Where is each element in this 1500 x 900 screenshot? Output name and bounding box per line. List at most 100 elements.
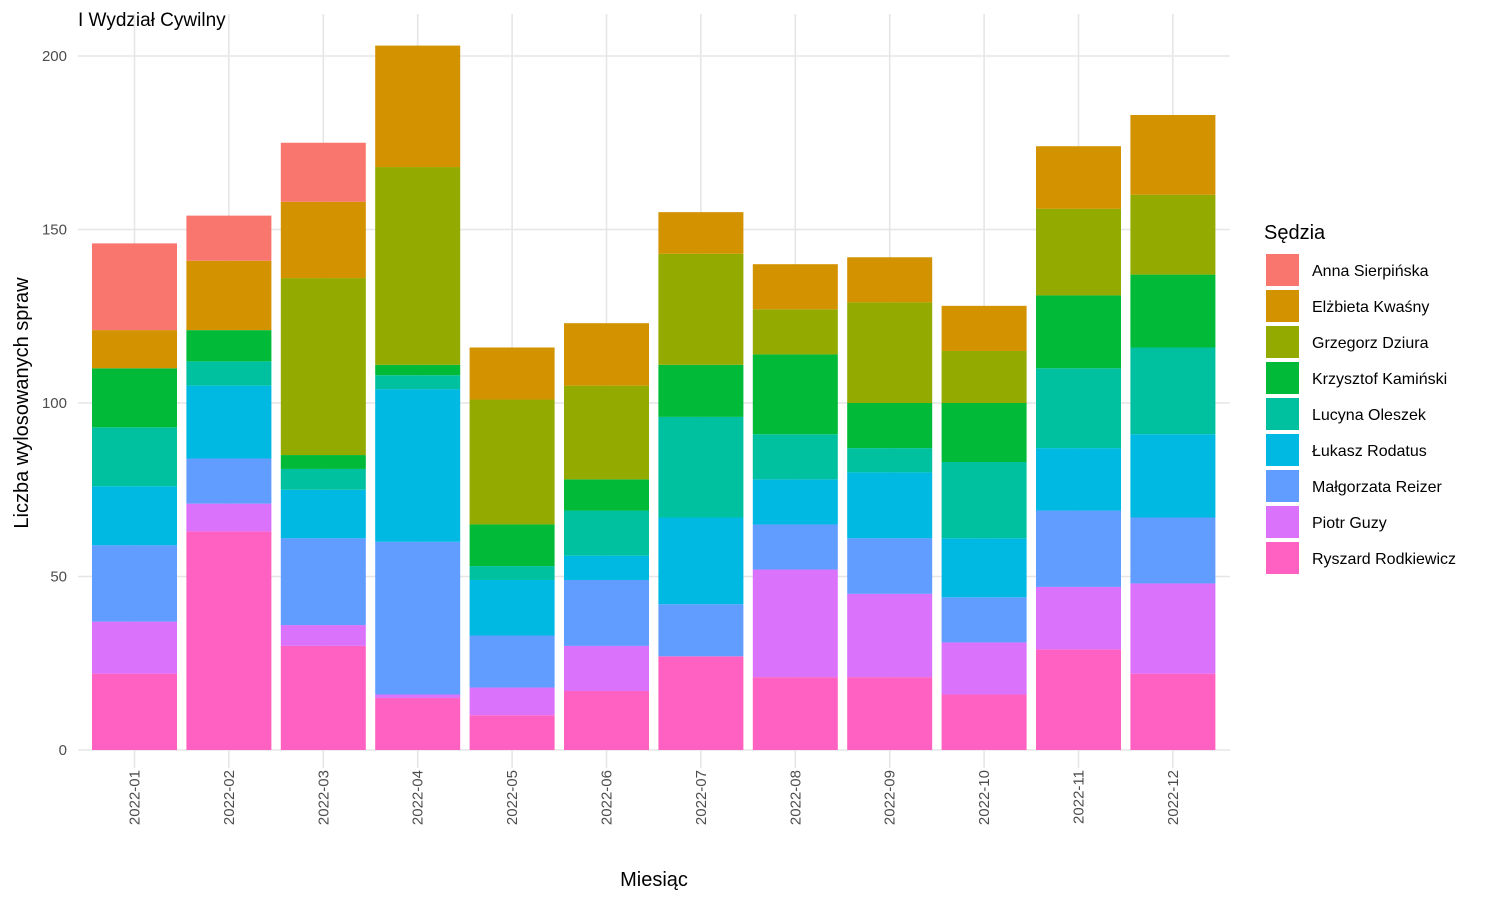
bar-segment bbox=[280, 645, 366, 750]
legend: Sędzia Anna Sierpińska Elżbieta Kwaśny Grz… bbox=[1264, 222, 1456, 574]
bar-segment bbox=[280, 455, 366, 469]
legend-label: Krzysztof Kamiński bbox=[1312, 371, 1447, 388]
bar-segment bbox=[280, 489, 366, 539]
bar-segment bbox=[375, 697, 461, 750]
bar-segment bbox=[92, 330, 177, 369]
bar-segment bbox=[752, 677, 838, 750]
bar-segment bbox=[1130, 347, 1216, 435]
x-tick-label: 2022-03 bbox=[315, 770, 332, 825]
bar-segment bbox=[847, 538, 933, 594]
bar-segment bbox=[941, 597, 1027, 643]
bar-segment bbox=[752, 354, 838, 435]
bar-segment bbox=[469, 347, 555, 400]
legend-swatch bbox=[1266, 542, 1299, 574]
bar-segment bbox=[375, 375, 461, 390]
bar-segment bbox=[1036, 448, 1121, 511]
legend-title: Sędzia bbox=[1264, 222, 1326, 244]
bar-segment bbox=[186, 361, 272, 386]
x-tick-label: 2022-05 bbox=[504, 770, 521, 825]
y-tick-label: 0 bbox=[59, 742, 67, 759]
bar-segment bbox=[469, 566, 555, 580]
bar-segment bbox=[847, 403, 933, 449]
y-tick-label: 150 bbox=[42, 222, 67, 239]
bar-segment bbox=[1130, 194, 1216, 275]
bar-segment bbox=[469, 579, 555, 636]
x-tick-label: 2022-06 bbox=[599, 770, 616, 825]
legend-label: Grzegorz Dziura bbox=[1312, 335, 1429, 352]
bar-segment bbox=[752, 479, 838, 525]
bar-segment bbox=[1036, 510, 1121, 587]
legend-label: Piotr Guzy bbox=[1312, 515, 1387, 532]
legend-items: Anna Sierpińska Elżbieta Kwaśny Grzegorz D… bbox=[1266, 254, 1456, 574]
bar-segment bbox=[564, 479, 649, 511]
bar-segment bbox=[375, 167, 461, 365]
bar-segment bbox=[186, 385, 272, 459]
bar-segment bbox=[658, 517, 744, 605]
legend-label: Anna Sierpińska bbox=[1312, 263, 1429, 280]
bar-segment bbox=[92, 243, 177, 331]
bar-segment bbox=[564, 579, 649, 646]
bar-segment bbox=[1036, 649, 1121, 750]
x-tick-label: 2022-09 bbox=[882, 770, 899, 825]
bar-segment bbox=[847, 257, 933, 303]
bars bbox=[92, 45, 1216, 750]
bar-segment bbox=[280, 538, 366, 626]
bar-segment bbox=[375, 45, 461, 168]
bar-segment bbox=[564, 510, 649, 556]
bar-segment bbox=[469, 399, 555, 525]
bar-segment bbox=[564, 691, 649, 750]
bar-segment bbox=[280, 625, 366, 646]
bar-segment bbox=[375, 389, 461, 542]
bar-segment bbox=[941, 538, 1027, 598]
bar-segment bbox=[752, 524, 838, 570]
bar-segment bbox=[92, 545, 177, 622]
bar-segment bbox=[658, 364, 744, 417]
legend-swatch bbox=[1266, 470, 1299, 502]
legend-swatch bbox=[1266, 506, 1299, 538]
bar-segment bbox=[941, 694, 1027, 750]
bar-segment bbox=[186, 458, 272, 504]
bar-segment bbox=[92, 427, 177, 487]
bar-segment bbox=[469, 524, 555, 567]
x-tick-label: 2022-10 bbox=[976, 770, 993, 825]
bar-segment bbox=[658, 604, 744, 657]
bar-segment bbox=[1130, 673, 1216, 750]
bar-segment bbox=[941, 350, 1027, 403]
bar-segment bbox=[469, 687, 555, 716]
bar-segment bbox=[375, 694, 461, 698]
x-tick-label: 2022-11 bbox=[1071, 770, 1088, 824]
x-tick-label: 2022-02 bbox=[221, 770, 238, 825]
bar-segment bbox=[469, 715, 555, 750]
bar-segment bbox=[564, 385, 649, 480]
bar-segment bbox=[847, 302, 933, 403]
bar-segment bbox=[752, 434, 838, 480]
y-tick-label: 100 bbox=[42, 395, 67, 412]
bar-segment bbox=[1036, 146, 1121, 209]
x-tick-label: 2022-08 bbox=[787, 770, 804, 825]
bar-segment bbox=[186, 503, 272, 532]
bar-segment bbox=[1130, 583, 1216, 674]
y-axis-title: Liczba wylosowanych spraw bbox=[11, 277, 33, 529]
bar-segment bbox=[1130, 517, 1216, 584]
bar-segment bbox=[92, 621, 177, 674]
bar-segment bbox=[186, 531, 272, 750]
bar-segment bbox=[1036, 295, 1121, 369]
bar-segment bbox=[280, 201, 366, 279]
bar-segment bbox=[92, 673, 177, 750]
bar-segment bbox=[847, 677, 933, 750]
bar-segment bbox=[1036, 586, 1121, 650]
legend-swatch bbox=[1266, 290, 1299, 322]
chart-title: I Wydział Cywilny bbox=[78, 10, 226, 31]
legend-label: Małgorzata Reizer bbox=[1312, 479, 1443, 496]
bar-segment bbox=[564, 555, 649, 580]
legend-label: Elżbieta Kwaśny bbox=[1312, 299, 1429, 316]
bar-segment bbox=[658, 212, 744, 254]
bar-segment bbox=[564, 645, 649, 692]
bar-segment bbox=[280, 142, 366, 202]
bar-segment bbox=[658, 656, 744, 750]
x-tick-label: 2022-12 bbox=[1165, 770, 1182, 825]
bar-segment bbox=[564, 323, 649, 386]
bar-segment bbox=[658, 416, 744, 518]
x-tick-labels: 2022-01 2022-02 2022-03 2022-04 2022-05 2022-… bbox=[127, 770, 1182, 825]
bar-segment bbox=[92, 368, 177, 428]
